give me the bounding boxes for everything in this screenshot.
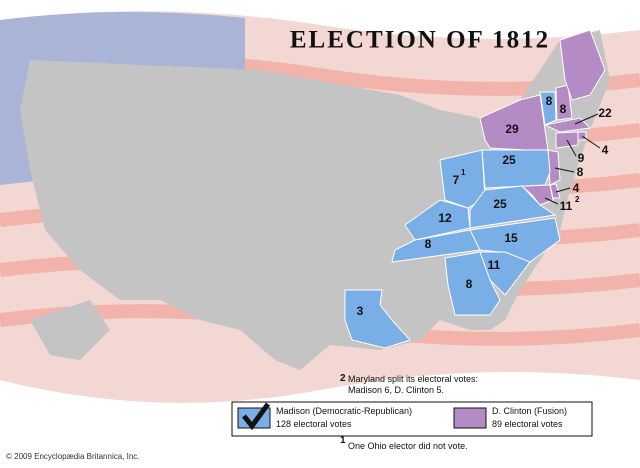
state-votes: 8 — [425, 237, 432, 251]
state-votes: 8 — [560, 102, 567, 116]
state-votes: 29 — [505, 122, 519, 136]
state-votes: 15 — [504, 231, 518, 245]
state-votes: 8 — [546, 94, 553, 108]
state-votes: 11 — [560, 199, 573, 213]
footnote-ref: 2 — [575, 195, 580, 204]
legend-label: Madison (Democratic-Republican) — [276, 406, 412, 416]
state-votes: 25 — [502, 153, 516, 167]
state-votes: 12 — [438, 211, 452, 225]
footnote-ref: 1 — [461, 168, 466, 177]
footnote-mark: 1 — [340, 435, 346, 446]
state — [543, 29, 606, 133]
state — [444, 251, 501, 316]
footnote-text: Maryland split its electoral votes: Madi… — [348, 374, 479, 395]
state-votes: 4 — [602, 143, 609, 157]
legend-votes: 128 electoral votes — [276, 419, 352, 429]
state — [481, 149, 551, 189]
footnote-mark: 2 — [340, 373, 346, 384]
state-votes: 9 — [578, 151, 585, 165]
state — [404, 199, 471, 241]
state — [539, 91, 557, 126]
footnote-text: One Ohio elector did not vote. — [348, 441, 468, 451]
legend-votes: 89 electoral votes — [492, 419, 563, 429]
footnote-text: Maryland split its electoral votes: Madi… — [348, 374, 479, 395]
state-votes: 25 — [493, 197, 507, 211]
state-labels: 8 8 22 29 4 9 8 4 11 2 25 7 1 25 12 8 15… — [357, 94, 612, 318]
state — [344, 289, 411, 349]
state-votes: 8 — [466, 277, 473, 291]
footnote: 2 Maryland split its electoral votes: Ma… — [340, 373, 479, 395]
state-votes: 11 — [488, 258, 501, 272]
leader-lines — [544, 113, 601, 205]
state-votes: 22 — [598, 106, 612, 120]
state — [555, 84, 573, 121]
map-title: ELECTION OF 1812 — [290, 27, 550, 54]
copyright: © 2009 Encyclopædia Britannica, Inc. — [6, 452, 140, 461]
legend-label: D. Clinton (Fusion) — [492, 406, 567, 416]
state-votes: 3 — [357, 304, 364, 318]
legend: Madison (Democratic-Republican) 128 elec… — [231, 401, 593, 437]
state-votes: 8 — [577, 165, 584, 179]
states — [344, 29, 606, 349]
state-votes: 7 — [453, 173, 460, 187]
legend-swatch — [453, 407, 487, 429]
state-votes: 4 — [573, 181, 580, 195]
